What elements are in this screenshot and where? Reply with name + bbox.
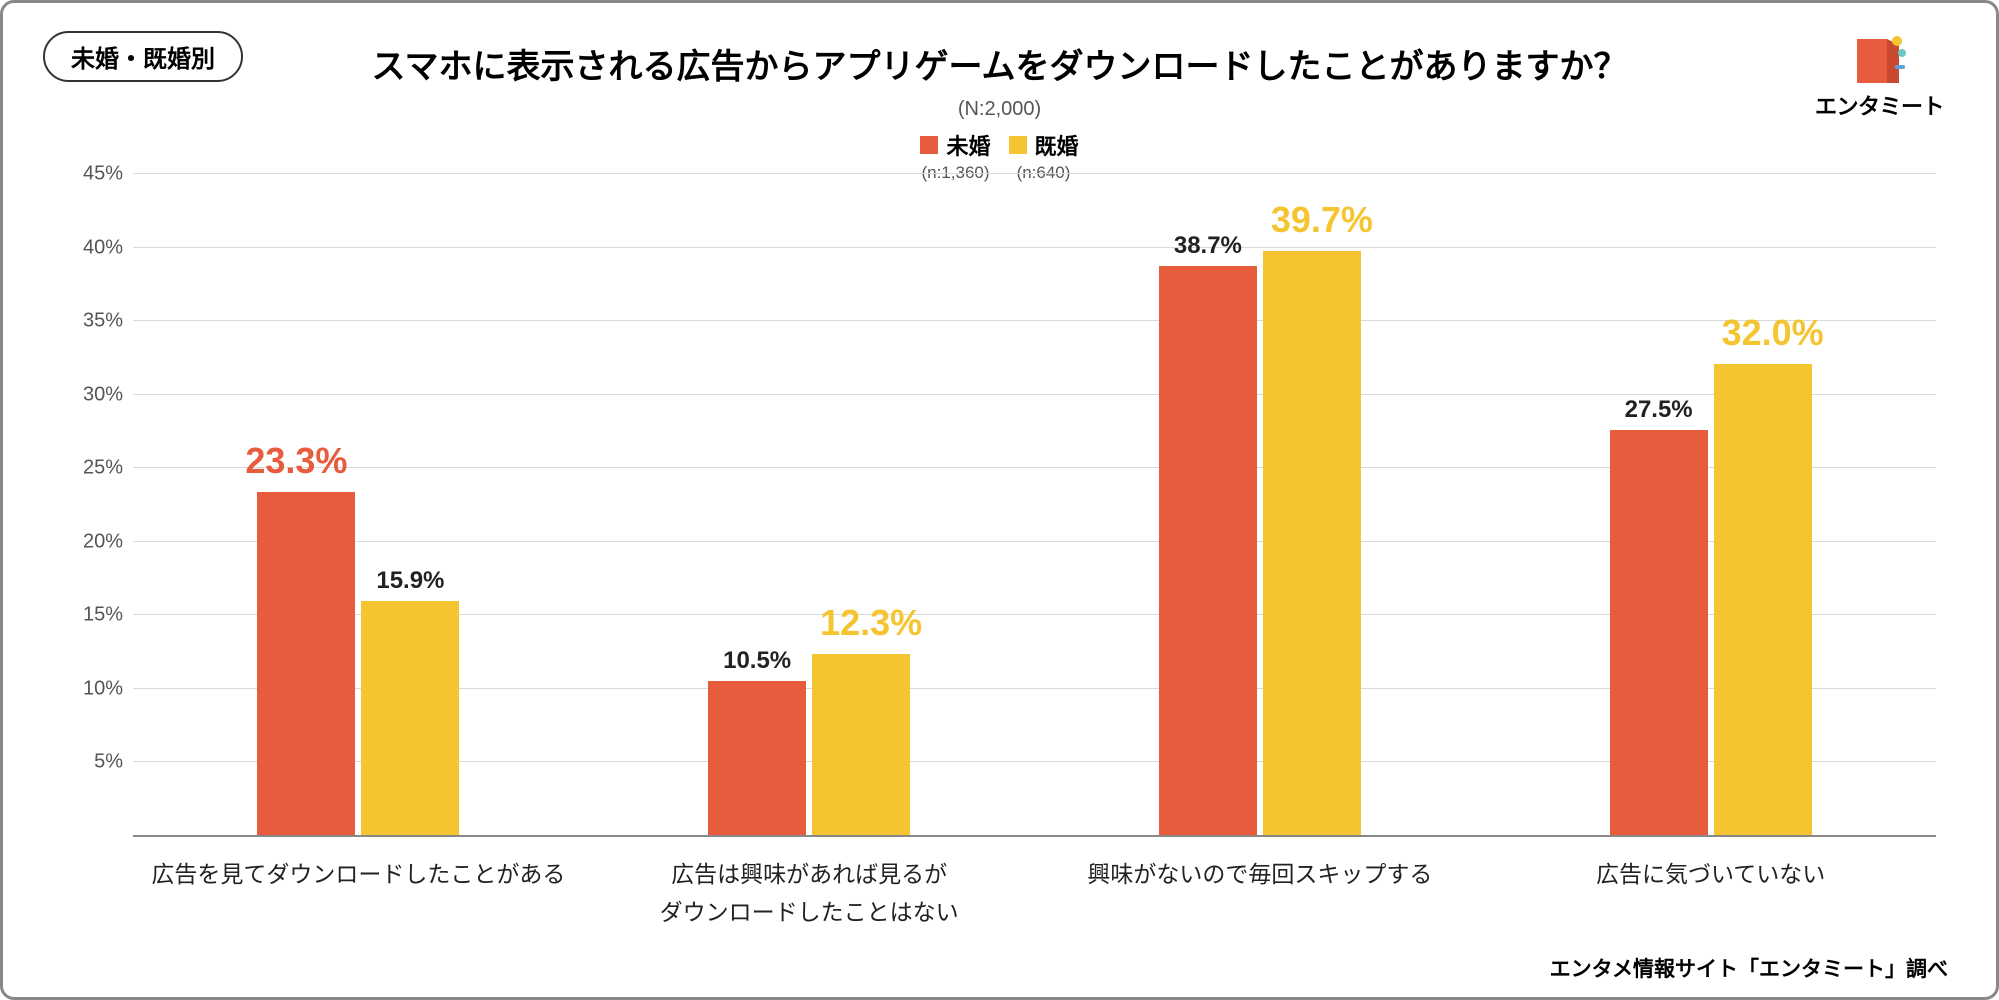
bar-group: 23.3%15.9% (133, 173, 584, 835)
bar: 12.3% (812, 654, 910, 835)
bar-value-label: 39.7% (1271, 199, 1373, 251)
bar-value-label: 10.5% (723, 647, 791, 681)
legend-label: 未婚 (946, 129, 990, 161)
y-tick-label: 20% (83, 530, 123, 553)
bar-value-label: 27.5% (1625, 396, 1693, 430)
bar-group: 10.5%12.3% (584, 173, 1035, 835)
y-tick-label: 45% (83, 163, 123, 186)
y-tick-label: 40% (83, 236, 123, 259)
plot-area: 0%5%10%15%20%25%30%35%40%45% 23.3%15.9%1… (133, 173, 1936, 837)
bar: 23.3% (257, 492, 355, 835)
x-category-label: 広告に気づいていない (1485, 837, 1936, 927)
x-category-label: 広告を見てダウンロードしたことがある (133, 837, 584, 927)
chart: 0%5%10%15%20%25%30%35%40%45% 23.3%15.9%1… (63, 173, 1936, 927)
chart-title: スマホに表示される広告からアプリゲームをダウンロードしたことがありますか？ (43, 39, 1956, 88)
bar: 15.9% (361, 601, 459, 835)
bar: 39.7% (1263, 251, 1361, 835)
bar: 10.5% (708, 681, 806, 835)
legend-swatch (920, 136, 938, 154)
bar-group: 38.7%39.7% (1035, 173, 1486, 835)
brand-name: エンタミート (1815, 89, 1944, 121)
bar: 38.7% (1159, 266, 1257, 835)
bar-group: 27.5%32.0% (1485, 173, 1936, 835)
filter-badge: 未婚・既婚別 (43, 31, 243, 82)
door-icon (1851, 35, 1907, 87)
bar-value-label: 23.3% (245, 440, 347, 492)
y-tick-label: 5% (94, 751, 123, 774)
y-tick-label: 15% (83, 604, 123, 627)
x-axis: 広告を見てダウンロードしたことがある広告は興味があれば見るがダウンロードしたこと… (133, 837, 1936, 927)
bar-value-label: 15.9% (376, 567, 444, 601)
legend-swatch (1009, 136, 1027, 154)
bar-value-label: 38.7% (1174, 232, 1242, 266)
source-credit: エンタメ情報サイト「エンタミート」調べ (1550, 953, 1948, 983)
bar: 27.5% (1610, 430, 1708, 835)
chart-subtitle: (N:2,000) (43, 98, 1956, 121)
chart-frame: 未婚・既婚別 スマホに表示される広告からアプリゲームをダウンロードしたことがあり… (0, 0, 1999, 1000)
bar-groups: 23.3%15.9%10.5%12.3%38.7%39.7%27.5%32.0% (133, 173, 1936, 835)
y-tick-label: 30% (83, 383, 123, 406)
bar-value-label: 32.0% (1722, 312, 1824, 364)
y-tick-label: 10% (83, 677, 123, 700)
x-category-label: 興味がないので毎回スキップする (1035, 837, 1486, 927)
bar: 32.0% (1714, 364, 1812, 835)
y-tick-label: 35% (83, 310, 123, 333)
x-category-label: 広告は興味があれば見るがダウンロードしたことはない (584, 837, 1035, 927)
legend-label: 既婚 (1035, 129, 1079, 161)
brand-logo: エンタミート (1815, 35, 1944, 121)
bar-value-label: 12.3% (820, 602, 922, 654)
y-tick-label: 25% (83, 457, 123, 480)
